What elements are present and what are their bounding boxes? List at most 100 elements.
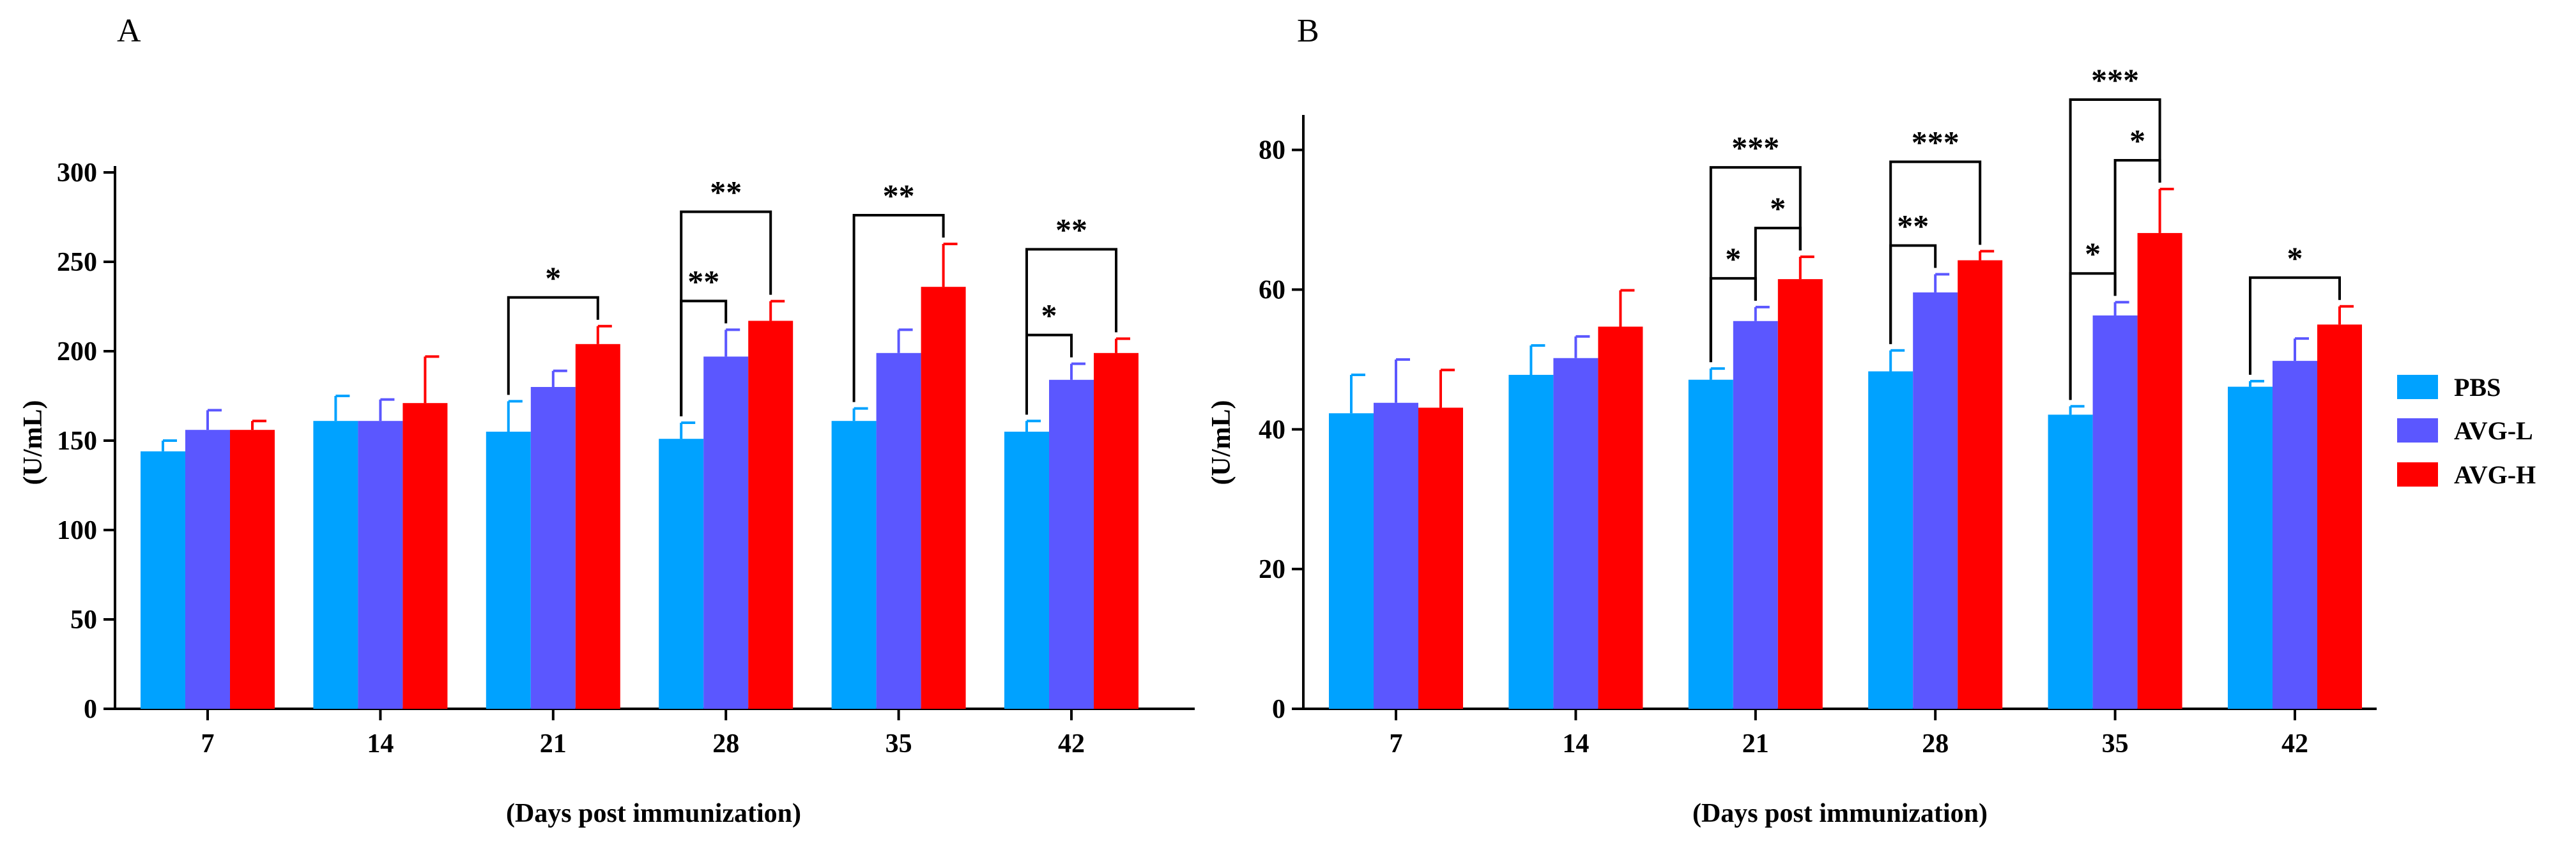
- panel-b-bar-avg-l-day-42: [2273, 361, 2317, 709]
- panel-a-bar-avg-l-day-14: [358, 421, 403, 709]
- panel-a-significance-label: *: [545, 260, 561, 296]
- panel-b-bar-avg-l-day-7: [1374, 402, 1418, 709]
- panel-a-bar-avg-h-day-21: [575, 344, 620, 709]
- panel-a-y-tick-label: 50: [70, 605, 97, 635]
- panel-b-x-tick-label: 7: [1390, 729, 1403, 759]
- panel-a-bar-avg-l-day-35: [876, 352, 921, 709]
- panel-letter-b: B: [1297, 13, 1319, 49]
- panel-b-bar-avg-l-day-28: [1913, 292, 1958, 709]
- panel-b-bar-pbs-day-7: [1329, 413, 1374, 709]
- panel-a-bar-pbs-day-21: [486, 432, 531, 709]
- panel-a-significance-label: *: [1041, 298, 1057, 333]
- panel-a-x-tick-label: 7: [201, 729, 215, 759]
- panel-a-bar-avg-h-day-14: [402, 403, 448, 709]
- panel-b-y-tick-label: 60: [1259, 276, 1285, 305]
- panel-a-significance-label: **: [1055, 211, 1087, 247]
- panel-b-bar-avg-h-day-42: [2317, 324, 2362, 709]
- panel-a-bar-avg-l-day-28: [703, 356, 749, 709]
- panel-a-y-tick-label: 0: [84, 695, 97, 724]
- panel-b-significance-label: *: [1725, 241, 1741, 277]
- panel-b-significance-label: *: [2287, 240, 2303, 276]
- panel-a-x-axis-title: (Days post immunization): [506, 799, 801, 828]
- panel-a-significance-label: **: [710, 174, 742, 210]
- panel-b-significance-bracket: [1889, 160, 1982, 344]
- legend-swatch-avg-h: [2397, 462, 2438, 487]
- panel-a-x-tick-label: 14: [367, 729, 394, 759]
- panel-b-significance-label: ***: [1912, 124, 1959, 160]
- legend-item-avg-h: AVG-H: [2397, 460, 2536, 489]
- panel-b-bar-pbs-day-28: [1868, 371, 1913, 709]
- panel-b-x-axis-title: (Days post immunization): [1692, 799, 1988, 828]
- panel-a-x-tick-label: 28: [712, 729, 739, 759]
- panel-b-bar-pbs-day-21: [1688, 379, 1733, 709]
- panel-b-y-tick-label: 40: [1259, 415, 1285, 444]
- panel-a-bar-avg-h-day-28: [748, 321, 793, 709]
- panel-b-bar-avg-h-day-35: [2137, 232, 2182, 709]
- panel-b-bar-pbs-day-14: [1508, 375, 1554, 709]
- panel-a-significance-label: **: [883, 178, 915, 213]
- panel-b-significance-bracket: [1709, 166, 1802, 363]
- panel-a-y-tick-label: 150: [57, 427, 97, 456]
- panel-b-bar-avg-l-day-35: [2092, 315, 2138, 709]
- panel-a-significance-bracket: [507, 296, 599, 395]
- panel-a-significance-bracket: [680, 210, 772, 416]
- legend-swatch-avg-l: [2397, 418, 2438, 443]
- panel-a-significance-bracket: [852, 214, 945, 402]
- legend-swatch-pbs: [2397, 375, 2438, 399]
- panel-a-bar-pbs-day-42: [1004, 432, 1049, 709]
- panel-b-significance-bracket: [2249, 276, 2341, 375]
- panel-a-y-tick-label: 300: [57, 158, 97, 188]
- panel-b: B (U/mL) (Days post immunization) 0 20 40 6…: [1207, 13, 2377, 828]
- legend-item-pbs: PBS: [2397, 373, 2501, 402]
- panel-b-bar-avg-l-day-21: [1733, 321, 1778, 709]
- panel-a-y-tick-label: 100: [57, 516, 97, 545]
- panel-b-bar-avg-h-day-21: [1777, 279, 1823, 709]
- panel-b-bar-avg-h-day-28: [1958, 260, 2003, 709]
- panel-b-significance-label: *: [2085, 236, 2101, 271]
- legend-item-avg-l: AVG-L: [2397, 416, 2533, 445]
- panel-a-significance-label: **: [687, 263, 719, 299]
- panel-a-bar-avg-l-day-21: [530, 387, 576, 709]
- panel-b-x-tick-label: 14: [1562, 729, 1589, 759]
- panel-a-bar-avg-h-day-35: [921, 287, 966, 709]
- panel-a: A (U/mL) (Days post immunization) 0 50 100…: [19, 13, 1195, 828]
- panel-b-significance-label: *: [2129, 123, 2145, 158]
- legend-label-avg-l: AVG-L: [2454, 416, 2533, 445]
- panel-a-y-axis-title: (U/mL): [19, 400, 48, 485]
- panel-letter-a: A: [117, 13, 141, 49]
- panel-b-significance-label: ***: [2091, 62, 2139, 98]
- panel-b-significance-bracket: [2069, 98, 2161, 400]
- panel-b-x-tick-label: 28: [1922, 729, 1949, 759]
- panel-a-y-tick-label: 200: [57, 337, 97, 367]
- panel-a-bar-pbs-day-28: [659, 439, 704, 709]
- panel-a-bar-avg-h-day-7: [230, 430, 275, 709]
- panel-a-significance-bracket: [1025, 248, 1117, 415]
- panel-a-x-tick-label: 42: [1058, 729, 1085, 759]
- panel-b-y-tick-label: 0: [1272, 695, 1285, 724]
- panel-b-bar-avg-h-day-14: [1598, 326, 1643, 709]
- legend-label-pbs: PBS: [2454, 373, 2501, 402]
- panel-a-bar-pbs-day-7: [141, 451, 185, 709]
- panel-a-x-tick-label: 35: [885, 729, 912, 759]
- panel-a-bar-pbs-day-35: [831, 421, 877, 709]
- panel-b-y-axis-title: (U/mL): [1207, 400, 1236, 485]
- panel-b-bar-pbs-day-35: [2048, 414, 2093, 709]
- panel-b-x-tick-label: 35: [2102, 729, 2129, 759]
- panel-b-significance-label: *: [1770, 190, 1786, 226]
- panel-a-y-tick-label: 250: [57, 248, 97, 277]
- legend-label-avg-h: AVG-H: [2454, 460, 2536, 489]
- panel-b-bar-avg-l-day-14: [1553, 358, 1598, 709]
- panel-b-significance-label: **: [1897, 208, 1929, 243]
- panel-a-bar-pbs-day-14: [313, 421, 358, 709]
- panel-b-bar-pbs-day-42: [2228, 386, 2273, 709]
- panel-b-x-tick-label: 21: [1742, 729, 1769, 759]
- panel-a-bar-avg-h-day-42: [1094, 352, 1138, 709]
- panel-b-significance-label: ***: [1731, 130, 1779, 165]
- legend: PBS AVG-L AVG-H: [2397, 373, 2536, 489]
- panel-a-x-tick-label: 21: [540, 729, 567, 759]
- panel-b-bar-avg-h-day-7: [1418, 407, 1463, 709]
- panel-b-y-tick-label: 80: [1259, 136, 1285, 165]
